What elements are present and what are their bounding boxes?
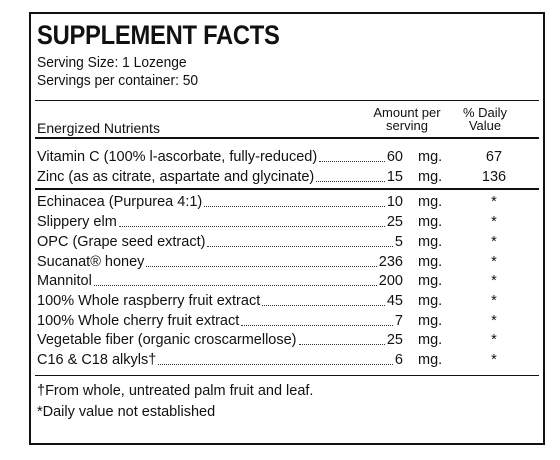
nutrient-name: Slippery elm [37, 214, 117, 231]
dot-leader [158, 351, 393, 365]
nutrient-row: Sucanat® honey 236 mg. * [37, 253, 537, 272]
nutrient-row: Vegetable fiber (organic croscarmellose)… [37, 331, 537, 350]
unit: mg. [418, 292, 443, 309]
unit: mg. [418, 253, 443, 270]
title: SUPPLEMENT FACTS [37, 20, 280, 50]
amount: 5 [394, 233, 403, 250]
daily-value: * [491, 214, 497, 231]
column-header: Energized Nutrients [37, 120, 160, 136]
unit: mg. [418, 352, 443, 368]
nutrient-name: Sucanat® honey [37, 253, 145, 270]
amount: 60 [386, 149, 403, 165]
amount: 25 [386, 332, 403, 349]
nutrient-row: C16 & C18 alkyls† 6 mg. * [37, 351, 537, 370]
name-amount: OPC (Grape seed extract) 5 [37, 233, 403, 252]
nutrient-row: 100% Whole raspberry fruit extract 45 mg. * [37, 292, 537, 311]
divider [35, 100, 539, 101]
name-amount: 100% Whole cherry fruit extract 7 [37, 312, 403, 331]
amount: 200 [378, 273, 403, 290]
daily-value: * [491, 332, 497, 349]
name-amount: Vegetable fiber (organic croscarmellose)… [37, 331, 403, 350]
dot-leader [204, 193, 385, 208]
nutrient-name: 100% Whole cherry fruit extract [37, 312, 240, 329]
divider [35, 188, 539, 191]
nutrient-row: Zinc (as as citrate, aspartate and glyci… [37, 168, 537, 187]
servings-per-container: Servings per container: 50 [37, 72, 199, 89]
dot-leader [241, 312, 393, 326]
unit: mg. [418, 332, 443, 349]
footnote: †From whole, untreated palm fruit and le… [37, 382, 314, 399]
daily-value: * [491, 312, 497, 329]
name-amount: Mannitol 200 [37, 272, 403, 291]
amount: 15 [386, 168, 403, 185]
nutrient-row: OPC (Grape seed extract) 5 mg. * [37, 233, 537, 252]
nutrient-row: Vitamin C (100% l-ascorbate, fully-reduc… [37, 148, 537, 167]
nutrient-row: 100% Whole cherry fruit extract 7 mg. * [37, 312, 537, 331]
daily-value: * [491, 194, 497, 211]
unit: mg. [418, 233, 443, 250]
name-amount: C16 & C18 alkyls† 6 [37, 351, 403, 370]
daily-value: * [491, 352, 497, 368]
nutrient-row: Slippery elm 25 mg. * [37, 213, 537, 232]
name-amount: Echinacea (Purpurea 4:1) 10 [37, 193, 403, 212]
amount: 10 [386, 194, 403, 211]
nutrient-name: 100% Whole raspberry fruit extract [37, 292, 261, 309]
name-amount: Zinc (as as citrate, aspartate and glyci… [37, 168, 403, 187]
dot-leader [298, 331, 385, 346]
dot-leader [118, 213, 385, 228]
nutrient-name: Zinc (as as citrate, aspartate and glyci… [37, 168, 315, 185]
daily-value: * [491, 273, 497, 290]
dot-leader [319, 148, 385, 162]
unit: mg. [418, 149, 443, 165]
daily-value: * [491, 233, 497, 250]
divider [35, 374, 539, 376]
name-amount: 100% Whole raspberry fruit extract 45 [37, 292, 403, 311]
amount: 7 [394, 312, 403, 329]
daily-value: * [491, 292, 497, 309]
dot-leader [316, 168, 385, 182]
nutrient-name: OPC (Grape seed extract) [37, 233, 206, 250]
column-header: Amount per serving [373, 105, 441, 133]
serving-size: Serving Size: 1 Lozenge [37, 54, 187, 71]
nutrient-row: Mannitol 200 mg. * [37, 272, 537, 291]
column-header: % Daily Value [462, 105, 508, 133]
name-amount: Sucanat® honey 236 [37, 253, 403, 272]
unit: mg. [418, 273, 443, 290]
supplement-facts-panel: SUPPLEMENT FACTS Serving Size: 1 Lozenge… [29, 12, 545, 445]
unit: mg. [418, 168, 443, 185]
dot-leader [93, 272, 377, 287]
name-amount: Vitamin C (100% l-ascorbate, fully-reduc… [37, 148, 403, 167]
unit: mg. [418, 194, 443, 211]
amount: 45 [386, 292, 403, 309]
nutrient-name: Vegetable fiber (organic croscarmellose) [37, 332, 297, 349]
dot-leader [262, 292, 385, 306]
daily-value: 67 [485, 149, 503, 165]
nutrient-row: Echinacea (Purpurea 4:1) 10 mg. * [37, 193, 537, 212]
amount: 6 [394, 352, 403, 368]
unit: mg. [418, 312, 443, 329]
daily-value: 136 [481, 168, 507, 185]
dot-leader [207, 233, 393, 247]
amount: 236 [378, 253, 403, 270]
unit: mg. [418, 214, 443, 231]
name-amount: Slippery elm 25 [37, 213, 403, 232]
daily-value: * [491, 253, 497, 270]
footnote: *Daily value not established [37, 403, 216, 420]
dot-leader [146, 253, 377, 267]
nutrient-name: Echinacea (Purpurea 4:1) [37, 194, 203, 211]
nutrient-name: C16 & C18 alkyls† [37, 352, 157, 368]
nutrient-name: Mannitol [37, 273, 92, 290]
nutrient-name: Vitamin C (100% l-ascorbate, fully-reduc… [37, 149, 318, 165]
divider [35, 137, 539, 139]
amount: 25 [386, 214, 403, 231]
